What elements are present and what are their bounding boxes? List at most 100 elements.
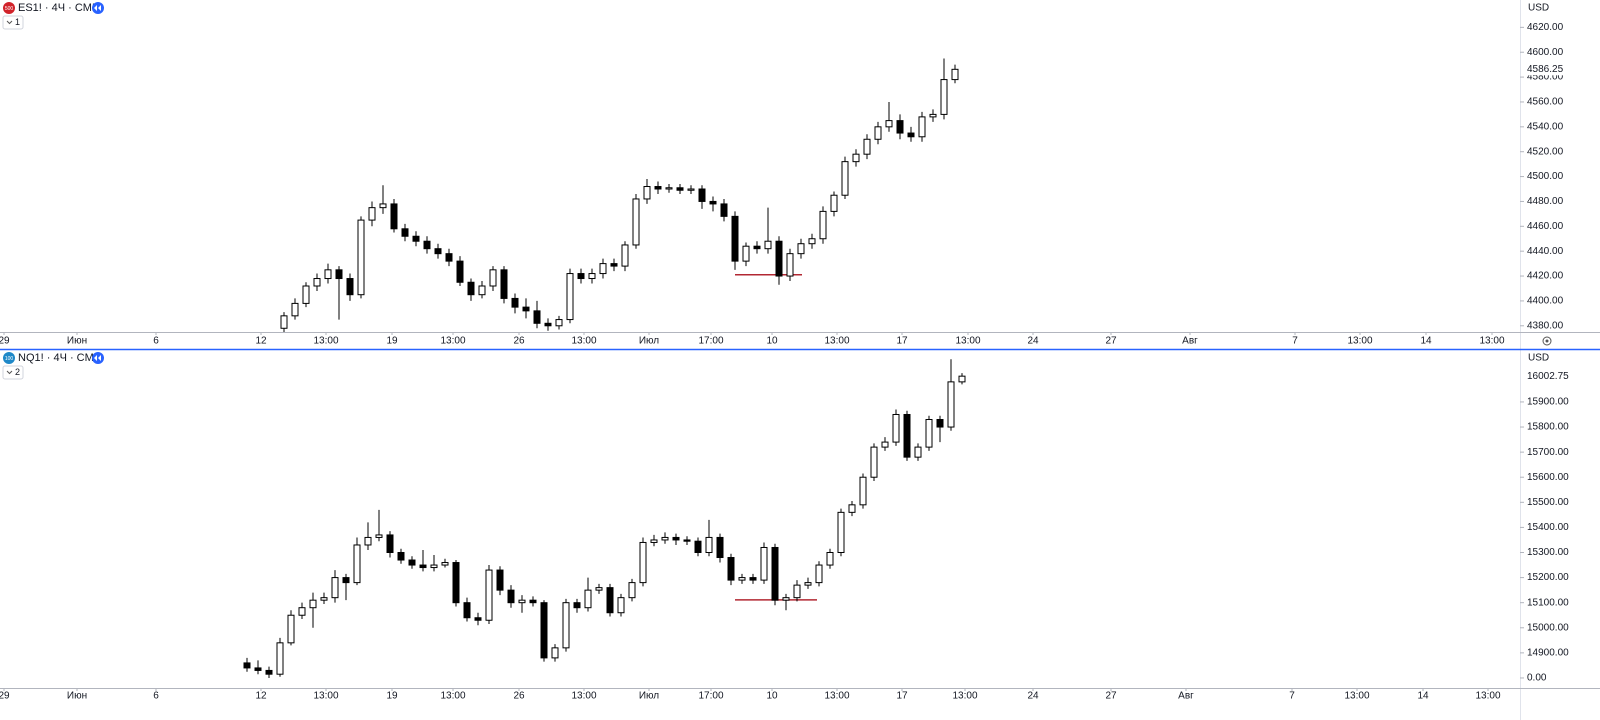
candle-body [265,669,273,675]
pane-toggle[interactable] [2,15,24,30]
symbol-title[interactable]: NQ1! · 4Ч · CME [18,352,101,364]
x-tick-label: 7 [1292,336,1298,347]
symbol-badge [3,352,15,364]
candle-body [507,589,515,604]
gear-center[interactable] [1545,339,1549,343]
candle-body [826,551,834,566]
x-tick-label: 13:00 [313,336,338,347]
candle-body [533,310,541,324]
y-tick-label: 4620.00 [1527,22,1564,33]
x-tick-label: 12 [255,691,267,702]
candle-body [694,540,702,553]
candle-body [485,569,493,621]
candle-body [628,582,636,599]
gear[interactable] [1542,336,1552,346]
candle-body [412,235,420,242]
y-tick-label: 15600.00 [1527,472,1569,483]
pane-toggle-chevron[interactable] [6,370,13,375]
pane-toggle-chevron[interactable] [6,20,13,25]
currency[interactable]: USD [1528,353,1549,364]
x-tick-label: 13:00 [1475,691,1500,702]
candle-body [870,446,878,478]
x-tick-label: 13:00 [824,336,849,347]
symbol-badge-text: 100 [5,356,14,362]
x-tick-label: 26 [513,691,525,702]
candle-body [731,215,739,262]
candle-body [676,187,684,191]
candle-body [518,599,526,604]
candle-body [665,187,673,190]
replay-icon[interactable] [94,355,101,361]
candle-body [276,642,284,675]
y-tick-label: 4580.00 [1527,72,1564,83]
candle-body [683,539,691,542]
x-tick-label: Июл [639,691,659,702]
y-tick-label: 15200.00 [1527,572,1569,583]
y-tick-label: 4540.00 [1527,121,1564,132]
pane-number: 1 [15,17,20,27]
x-tick-label: 24 [1027,336,1039,347]
candle-body [819,210,827,240]
x-tick-label: 13:00 [952,691,977,702]
candle-body [654,186,662,190]
candle-body [936,419,944,428]
x-tick-label: 10 [766,336,778,347]
x-tick-label: 27 [1105,336,1117,347]
y-tick-label: 15100.00 [1527,597,1569,608]
y-tick-label: 15700.00 [1527,447,1569,458]
settings-icon[interactable] [1542,336,1552,346]
candle-body [610,263,618,267]
candle-body [621,244,629,267]
currency[interactable]: USD [1528,3,1549,14]
pane-number: 2 [15,367,20,377]
candle-body [716,536,724,559]
replay-icon[interactable] [94,5,101,11]
candle-body [243,662,251,669]
candle-body [419,564,427,569]
candle-body [727,557,735,581]
candle-body [577,273,585,280]
candle-body [287,614,295,644]
y-tick-label: 4380.00 [1527,320,1564,331]
x-tick-label: 12 [255,336,267,347]
candle-body [364,536,372,546]
candle-body [786,253,794,277]
x-tick-label: 13:00 [571,336,596,347]
candle-body [529,599,537,604]
candle-body [401,228,409,237]
candle-body [738,577,746,581]
x-tick-label: 7 [1289,691,1295,702]
x-tick-label: 17 [896,691,908,702]
candle-body [562,602,570,649]
x-tick-label: Июл [639,336,659,347]
x-tick-label: 26 [513,336,525,347]
candle-body [749,577,757,581]
symbol-title[interactable]: ES1! · 4Ч · CME [18,2,99,14]
candle-body [914,446,922,458]
candle-body [760,546,768,581]
candle-body [848,504,856,513]
candle-body [632,198,640,246]
candle-body [478,285,486,296]
x-tick-label: 13:00 [571,691,596,702]
candle-body [291,302,299,317]
x-tick-label: 13:00 [824,691,849,702]
y-tick-label: 15300.00 [1527,547,1569,558]
candle-body [782,597,790,601]
candle-body [808,238,816,245]
x-tick-label: Июн [67,336,87,347]
candle-body [445,253,453,262]
candle-body [324,269,332,280]
candle-body [254,667,262,671]
candle-body [775,240,783,277]
candle-body [408,559,416,566]
candle-body [551,647,559,659]
candle-body [566,273,574,321]
x-tick-label: 17 [896,336,908,347]
candle-body [661,536,669,541]
candle-body [804,582,812,586]
candle-body [489,269,497,287]
pane-toggle[interactable] [2,365,24,380]
